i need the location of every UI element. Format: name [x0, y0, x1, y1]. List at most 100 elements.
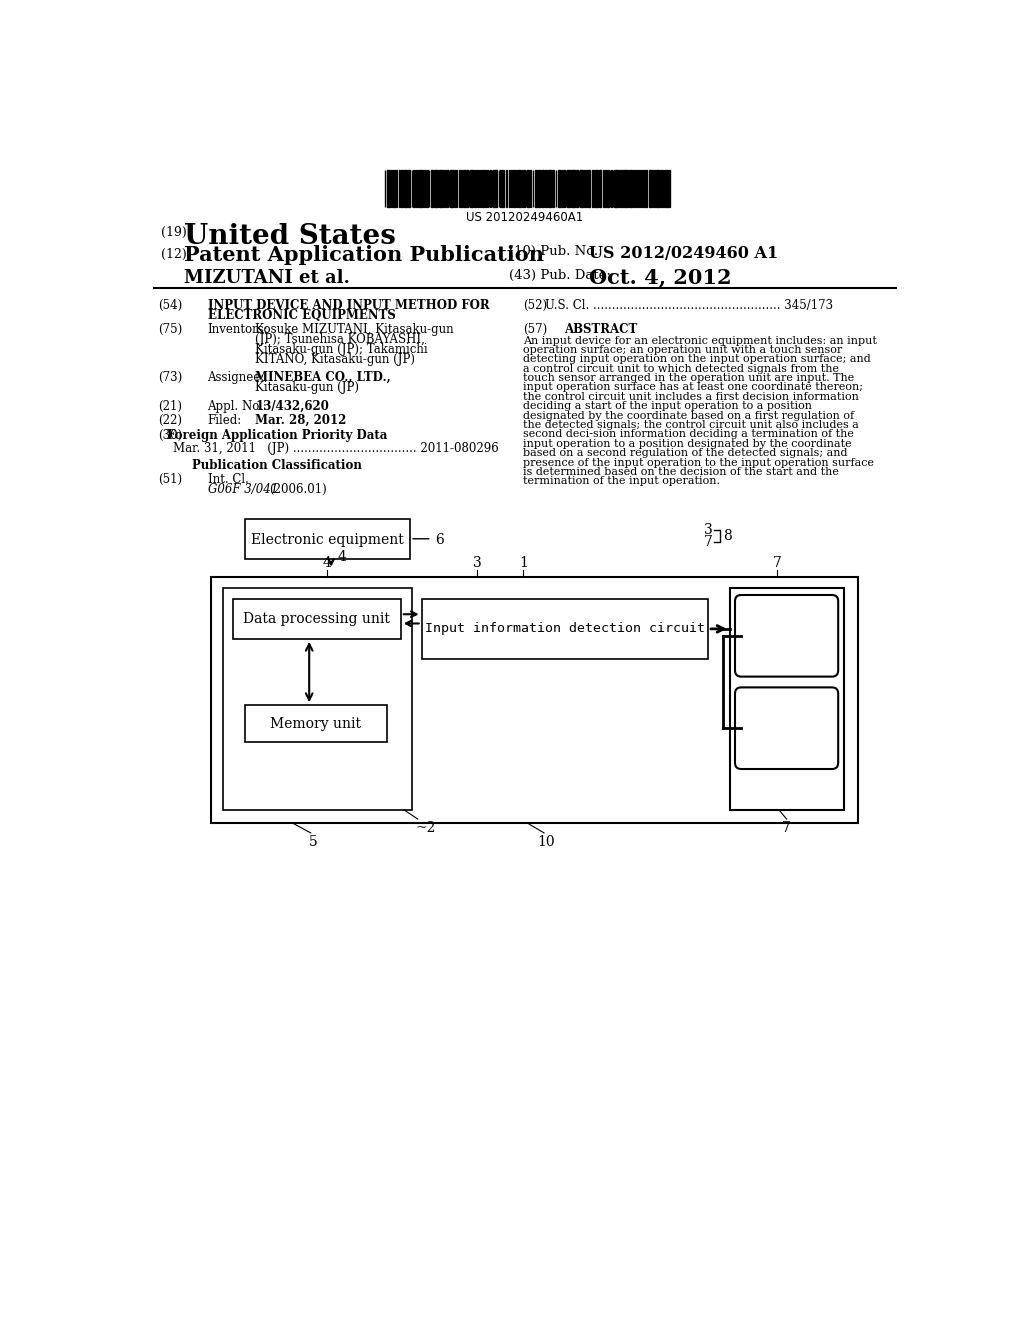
- Bar: [245, 705, 387, 742]
- Text: presence of the input operation to the input operation surface: presence of the input operation to the i…: [523, 458, 874, 467]
- Bar: [419, 170, 422, 207]
- Text: 3: 3: [473, 556, 481, 570]
- Text: touch sensor arranged in the operation unit are input. The: touch sensor arranged in the operation u…: [523, 374, 854, 383]
- Bar: [599, 170, 601, 207]
- Text: 6: 6: [435, 532, 443, 546]
- Text: 13/432,620: 13/432,620: [255, 400, 329, 413]
- Bar: [406, 170, 407, 207]
- Bar: [233, 599, 400, 639]
- Bar: [398, 170, 400, 207]
- Bar: [630, 170, 632, 207]
- Text: the detected signals; the control circuit unit also includes a: the detected signals; the control circui…: [523, 420, 859, 430]
- Text: termination of the input operation.: termination of the input operation.: [523, 477, 720, 486]
- Text: Appl. No.:: Appl. No.:: [208, 400, 267, 413]
- Text: (57): (57): [523, 323, 548, 337]
- Text: Patent Application Publication: Patent Application Publication: [184, 246, 545, 265]
- Bar: [616, 170, 617, 207]
- Bar: [415, 170, 416, 207]
- Text: ~2: ~2: [416, 821, 436, 834]
- Text: Kitasaku-gun (JP): Kitasaku-gun (JP): [255, 381, 359, 393]
- Bar: [466, 170, 468, 207]
- Text: MINEBEA CO., LTD.,: MINEBEA CO., LTD.,: [255, 371, 391, 384]
- Bar: [541, 170, 543, 207]
- Text: (75): (75): [159, 323, 182, 337]
- Bar: [596, 170, 598, 207]
- Text: INPUT DEVICE AND INPUT METHOD FOR: INPUT DEVICE AND INPUT METHOD FOR: [208, 298, 489, 312]
- Text: input operation to a position designated by the coordinate: input operation to a position designated…: [523, 438, 852, 449]
- Text: (54): (54): [159, 298, 182, 312]
- Bar: [513, 170, 515, 207]
- Bar: [607, 170, 608, 207]
- Bar: [625, 170, 626, 207]
- Text: detecting input operation on the input operation surface; and: detecting input operation on the input o…: [523, 354, 871, 364]
- Text: 5: 5: [308, 836, 317, 849]
- Bar: [245, 519, 410, 558]
- Text: US 2012/0249460 A1: US 2012/0249460 A1: [589, 244, 778, 261]
- Text: (51): (51): [159, 473, 182, 486]
- Text: 4: 4: [337, 550, 346, 564]
- Text: (43) Pub. Date:: (43) Pub. Date:: [509, 269, 611, 282]
- Text: An input device for an electronic equipment includes: an input: An input device for an electronic equipm…: [523, 335, 878, 346]
- FancyBboxPatch shape: [735, 688, 839, 770]
- Text: input operation surface has at least one coordinate thereon;: input operation surface has at least one…: [523, 383, 863, 392]
- Bar: [519, 170, 521, 207]
- Bar: [635, 170, 637, 207]
- Bar: [581, 170, 583, 207]
- Text: a control circuit unit to which detected signals from the: a control circuit unit to which detected…: [523, 364, 840, 374]
- Text: ELECTRONIC EQUIPMENTS: ELECTRONIC EQUIPMENTS: [208, 309, 395, 322]
- Text: second deci-sion information deciding a termination of the: second deci-sion information deciding a …: [523, 429, 854, 440]
- Text: 7: 7: [703, 535, 713, 549]
- Bar: [586, 170, 587, 207]
- Text: (2006.01): (2006.01): [269, 483, 327, 496]
- Text: designated by the coordinate based on a first regulation of: designated by the coordinate based on a …: [523, 411, 854, 421]
- Bar: [643, 170, 644, 207]
- Text: Data processing unit: Data processing unit: [244, 612, 390, 626]
- Text: (12): (12): [162, 248, 187, 261]
- Text: (19): (19): [162, 226, 187, 239]
- Bar: [463, 170, 465, 207]
- Text: is determined based on the decision of the start and the: is determined based on the decision of t…: [523, 467, 839, 477]
- Bar: [730, 589, 844, 810]
- Text: US 20120249460A1: US 20120249460A1: [466, 211, 584, 224]
- Bar: [567, 170, 568, 207]
- Bar: [459, 170, 460, 207]
- Text: 7: 7: [773, 556, 781, 570]
- Text: (JP); Tsunehisa KOBAYASHI,: (JP); Tsunehisa KOBAYASHI,: [255, 333, 425, 346]
- Bar: [435, 170, 438, 207]
- Text: Electronic equipment: Electronic equipment: [251, 532, 403, 546]
- Bar: [656, 170, 658, 207]
- Text: Input information detection circuit: Input information detection circuit: [425, 622, 705, 635]
- Bar: [592, 170, 594, 207]
- Bar: [633, 170, 634, 207]
- Bar: [223, 589, 412, 810]
- Bar: [621, 170, 623, 207]
- Text: U.S. Cl. .................................................. 345/173: U.S. Cl. ...............................…: [545, 298, 833, 312]
- Bar: [571, 170, 572, 207]
- Text: Int. Cl.: Int. Cl.: [208, 473, 249, 486]
- Bar: [649, 170, 651, 207]
- Text: 1: 1: [519, 556, 527, 570]
- Bar: [475, 170, 477, 207]
- Text: (30): (30): [159, 429, 182, 442]
- Bar: [502, 170, 504, 207]
- Bar: [527, 170, 529, 207]
- Text: operation surface; an operation unit with a touch sensor: operation surface; an operation unit wit…: [523, 345, 843, 355]
- Bar: [550, 170, 552, 207]
- Bar: [439, 170, 441, 207]
- Bar: [645, 170, 647, 207]
- Text: KITANO, Kitasaku-gun (JP): KITANO, Kitasaku-gun (JP): [255, 354, 416, 366]
- Text: the control circuit unit includes a first decision information: the control circuit unit includes a firs…: [523, 392, 859, 401]
- Bar: [506, 170, 507, 207]
- Bar: [387, 170, 388, 207]
- Bar: [662, 170, 664, 207]
- Bar: [545, 170, 547, 207]
- Bar: [614, 170, 615, 207]
- Bar: [211, 577, 858, 822]
- Bar: [451, 170, 452, 207]
- Text: deciding a start of the input operation to a position: deciding a start of the input operation …: [523, 401, 812, 412]
- Text: based on a second regulation of the detected signals; and: based on a second regulation of the dete…: [523, 449, 848, 458]
- Bar: [494, 170, 496, 207]
- Text: (22): (22): [159, 414, 182, 428]
- Text: 7: 7: [782, 821, 791, 836]
- Text: Memory unit: Memory unit: [270, 717, 361, 730]
